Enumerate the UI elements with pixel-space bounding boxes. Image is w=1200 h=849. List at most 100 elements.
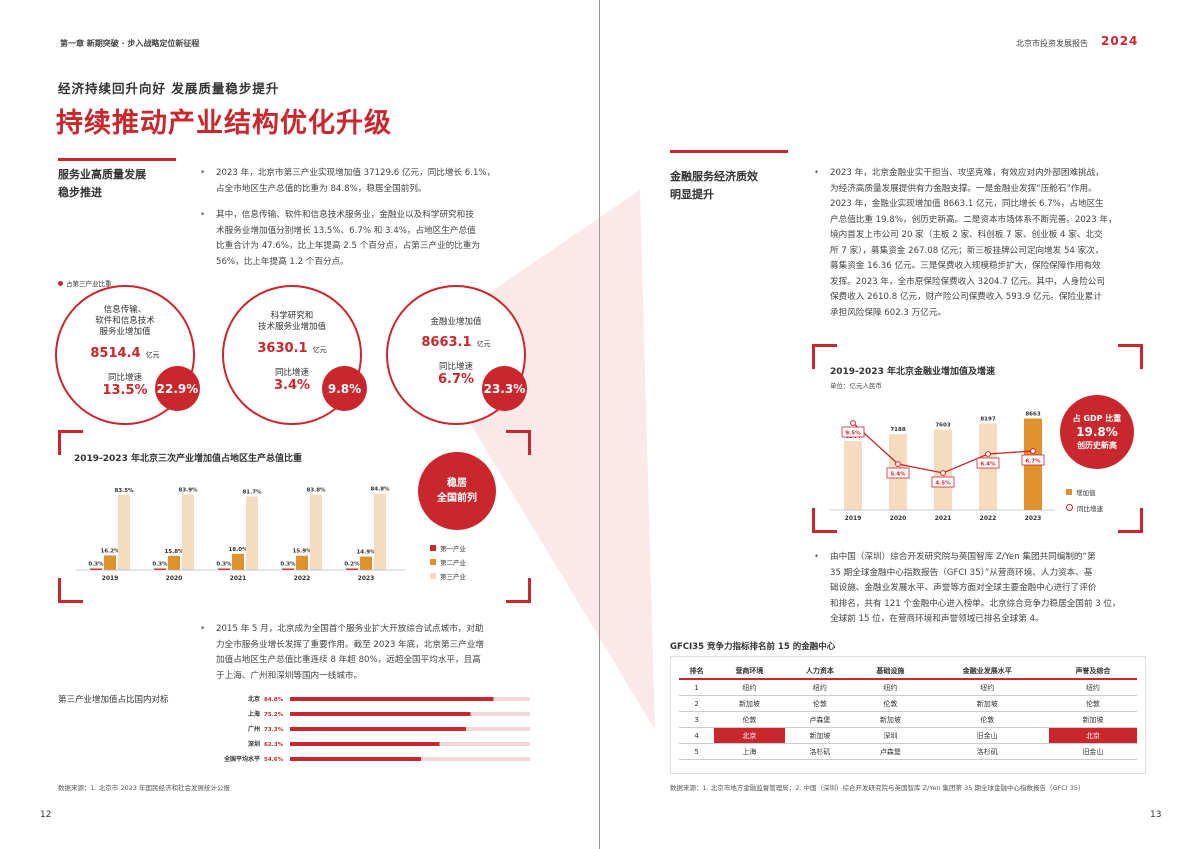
circle-unit: 亿元 [312,346,327,354]
chart3-category-label: 全国平均水平 [223,755,260,763]
chart1-data-label: 83.8% [306,488,326,494]
table-cell: 新加坡 [784,727,856,744]
table-cell: 纽约 [925,679,1049,696]
table-cell: 新加坡 [714,695,785,712]
chart1-x-tick: 2023 [358,575,375,582]
table-cell: 洛杉矶 [784,743,856,760]
chart1-plot: 0.3% 16.2% 83.5% 2019 0.3% 15.8% 83.9% 2020 0.3%… [76,487,406,582]
text-line: 产总值比重 19.8%，创历史新高。二是资本市场体系不断完善。2023 年， [830,214,1117,225]
chart2-growth-label: 9.5% [845,431,861,437]
chart1-data-label: 0.2% [344,562,360,568]
circle-name: 信息传输、 [103,305,147,315]
page-divider [599,0,600,849]
text-line: 比重合计为 47.6%，比上年提高 2.5 个百分点，占第三产业的比重为 [216,241,481,251]
table-cell: 旧金山 [925,727,1049,744]
chart3-bar [290,742,440,746]
chart2-growth-label-box [931,476,955,488]
section-rule [58,158,176,161]
badge-line: 全国前列 [437,493,477,504]
chart1-bar [246,496,258,570]
frame-corner [506,430,531,455]
chart2-growth-point [895,461,901,467]
chart2-x-tick: 2022 [980,515,997,522]
legend-swatch [1066,489,1072,495]
chart1-data-label: 18.0% [228,547,248,553]
chart2-growth-point [940,470,946,476]
chart1-data-label: 81.7% [242,489,262,495]
chart1-bar [182,494,194,570]
table-cell: 伦敦 [784,695,856,712]
text-line: 保费收入 2610.8 亿元，财产险公司保费收入 593.9 亿元。保险业累计 [830,292,1102,302]
chart1-x-tick: 2022 [294,575,311,582]
legend-swatch [430,559,436,565]
section-heading: 服务业高质量发展 稳步推进 [58,166,178,202]
section-rule [670,150,788,153]
circle-growth-value: 6.7% [437,372,475,387]
table-cell: 洛杉矶 [925,743,1049,760]
text-line: 2023 年，北京市第三产业实现增加值 37129.6 亿元，同比增长 6.1%… [216,168,496,178]
table-cell: 新加坡 [855,711,926,728]
chart2-growth-point [1030,448,1036,454]
chart3-category-label: 广州 [248,725,260,733]
chart2-data-label: 7188 [890,427,905,433]
chart2-growth-label-box [886,467,910,479]
section-heading-line1: 服务业高质量发展 [58,168,146,181]
table-row: 3 伦敦 卢森堡 新加坡 伦敦 新加坡 [679,711,1137,728]
legend-label: 同比增速 [1077,505,1103,513]
table-header-cell: 排名 [679,663,715,680]
table-title: GFCI35 竞争力指标排名前 15 的金融中心 [670,642,836,652]
chart3-category-label: 上海 [248,710,260,718]
section-heading-line1: 金融服务经济质效 [670,170,758,183]
table-header-cell: 基础设施 [855,663,926,680]
circle-growth-value: 13.5% [102,383,148,398]
table-cell: 伦敦 [1048,695,1137,712]
frame-corner [506,578,531,603]
frame-corner [58,430,83,455]
share-badge-finance: 23.3% [482,366,527,411]
left-page-number: 12 [40,810,52,820]
chart3-category-label: 北京 [248,695,260,703]
circle-growth-value: 3.4% [273,378,311,393]
text-line: 力全市服务业增长发挥了重要作用。截至 2023 年底，北京第三产业增 [216,639,484,650]
legend-label: 第一产业 [440,545,466,553]
chart1-bar [282,568,294,570]
text-line: 募集资金 16.36 亿元。三是保费收入规模稳步扩大，保险保障作用有效 [830,261,1101,271]
circle-name: 金融业增加值 [430,317,482,327]
section-subtitle: 经济持续回升向好 发展质量稳步提升 [58,81,280,96]
text-line: 占全市地区生产总值的比重为 84.8%，稳居全国前列。 [216,183,427,194]
chart2-x-tick: 2023 [1025,515,1042,522]
chart3-value-label: 75.2% [264,712,284,718]
chart1-data-label: 0.3% [216,562,232,568]
table-row: 4 北京 新加坡 深圳 旧金山 北京 [679,727,1137,744]
right-page-number: 13 [1150,810,1162,820]
text-line: 所 7 家），募集资金 267.08 亿元；新三板挂牌公司定向增发 54 家次， [830,245,1104,256]
text-line: 础设施、金融业发展水平、声誉等方面对全球主要金融中心进行了评价 [830,583,1097,593]
chart2-growth-label-box [976,457,1000,469]
chart3-bar [290,757,422,761]
table-header-cell: 营商环境 [714,663,785,680]
chart1-badge: 稳居 全国前列 [418,452,496,530]
table-cell: 卢森堡 [855,743,926,760]
table-cell: 北京 [714,727,785,744]
chart1-data-label: 84.8% [370,487,390,493]
frame-corner [1118,344,1143,369]
chart2-data-label: 7603 [935,423,950,429]
chart3-value-label: 73.3% [264,727,284,733]
chart1-legend: 第一产业 第二产业 第三产业 [430,542,466,584]
text-line: 其中，信息传输、软件和信息技术服务业，金融业以及科学研究和技 [216,210,474,220]
text-line: 为经济高质量发展提供有力金融支撑。一是金融业发挥“压舱石”作用。 [830,183,1097,194]
badge-line: 稳居 [447,478,467,489]
chart2-title: 2019-2023 年北京金融业增加值及增速 [830,367,995,377]
legend-label: 第二产业 [440,559,466,567]
table-cell: 1 [679,679,715,696]
chart1-data-label: 83.5% [114,488,134,494]
chart3-value-label: 54.6% [264,757,284,763]
text-line: 术服务业增加值分别增长 13.5%、6.7% 和 3.4%，占地区生产总值 [216,225,476,236]
table-cell: 旧金山 [1048,743,1137,760]
table-cell: 纽约 [714,679,785,696]
chart2-growth-point [850,420,856,426]
text-line: 由中国（深圳）综合开发研究院与英国智库 Z/Yen 集团共同编制的“第 [830,552,1096,562]
circle-name: 技术服务业增加值 [257,322,326,332]
chart1-bar [296,555,308,570]
chart1-bar [90,568,102,570]
